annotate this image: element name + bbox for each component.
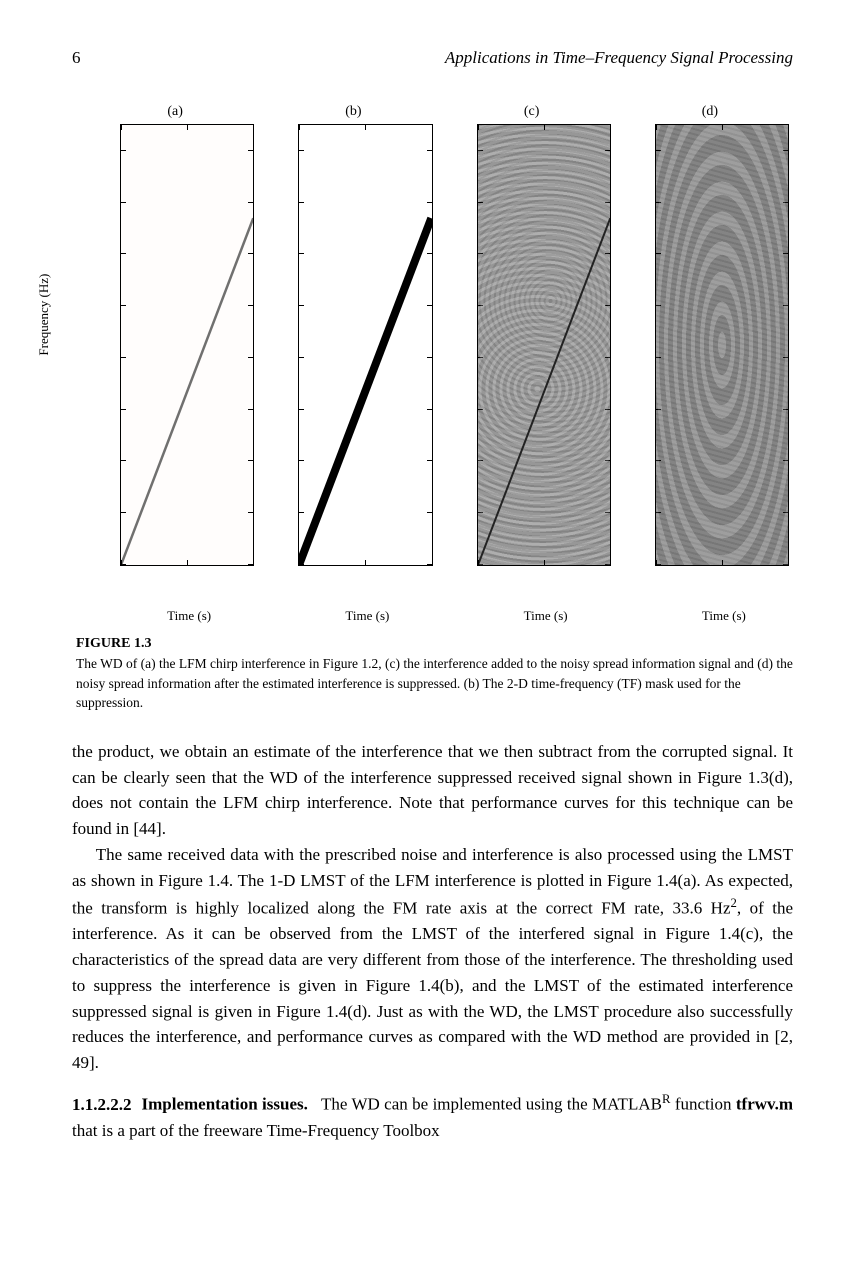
plot-area: 01020304050607080012 (120, 124, 254, 566)
panel-title: (c) (449, 104, 615, 120)
x-axis-label: Time (s) (120, 608, 258, 624)
body-text: the product, we obtain an estimate of th… (72, 739, 793, 1076)
paragraph-1: the product, we obtain an estimate of th… (72, 739, 793, 842)
panel-title: (a) (92, 104, 258, 120)
figure-label: FIGURE 1.3 (76, 636, 793, 652)
paragraph-2: The same received data with the prescrib… (72, 842, 793, 1076)
page-number: 6 (72, 48, 81, 68)
panel-a: (a)Frequency (Hz)01020304050607080012Tim… (92, 104, 258, 624)
subsection-number: 1.1.2.2.2 (72, 1095, 132, 1114)
panel-b: (b) 01020304050607080012 Time (s) (270, 104, 436, 624)
subsection-1-1-2-2-2: 1.1.2.2.2 Implementation issues. The WD c… (72, 1090, 793, 1143)
plot-area: 01020304050607080012 (477, 124, 611, 566)
panel-title: (d) (627, 104, 793, 120)
plot-area: 01020304050607080012 (298, 124, 432, 566)
x-axis-label: Time (s) (655, 608, 793, 624)
x-axis-label: Time (s) (477, 608, 615, 624)
plot-area: 01020304050607080012 (655, 124, 789, 566)
function-name: tfrwv.m (736, 1095, 793, 1114)
subsection-text-a: The WD can be implemented using the MATL… (321, 1095, 662, 1114)
subsection-text-c: that is a part of the freeware Time-Freq… (72, 1121, 440, 1140)
figure-caption: FIGURE 1.3 The WD of (a) the LFM chirp i… (76, 636, 793, 713)
panel-d: (d) 01020304050607080012 Time (s) (627, 104, 793, 624)
subsection-text-b: function (670, 1095, 735, 1114)
subsection-title: Implementation issues. (142, 1095, 308, 1114)
running-title: Applications in Time–Frequency Signal Pr… (445, 48, 793, 68)
panel-c: (c) 01020304050607080012 Time (s) (449, 104, 615, 624)
running-header: 6 Applications in Time–Frequency Signal … (72, 48, 793, 68)
x-axis-label: Time (s) (298, 608, 436, 624)
y-axis-label: Frequency (Hz) (36, 274, 52, 356)
figure-caption-text: The WD of (a) the LFM chirp interference… (76, 654, 793, 713)
panel-title: (b) (270, 104, 436, 120)
figure-1-3: (a)Frequency (Hz)01020304050607080012Tim… (72, 104, 793, 713)
